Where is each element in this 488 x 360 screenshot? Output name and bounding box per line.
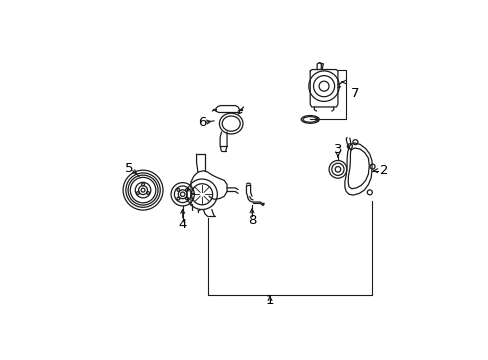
Text: 3: 3 (333, 143, 342, 157)
Text: 2: 2 (380, 164, 388, 177)
Text: 8: 8 (247, 214, 256, 227)
Text: 1: 1 (265, 294, 274, 307)
Text: 5: 5 (125, 162, 133, 175)
Text: 6: 6 (198, 116, 206, 129)
Text: 7: 7 (350, 87, 358, 100)
Text: 4: 4 (178, 218, 186, 231)
